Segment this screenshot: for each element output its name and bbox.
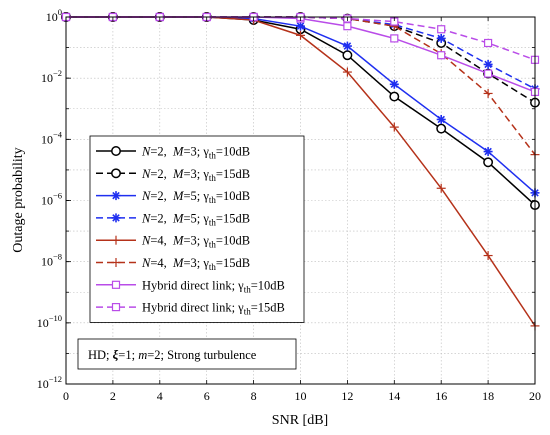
legend-label: Hybrid direct link; γth=10dB [142, 278, 285, 294]
data-point [483, 157, 494, 168]
x-tick-label: 2 [110, 389, 116, 403]
data-point [389, 79, 399, 89]
legend-box [89, 135, 305, 323]
data-point [389, 91, 400, 102]
x-tick-label: 16 [435, 389, 447, 403]
x-tick-label: 8 [251, 389, 257, 403]
x-tick-label: 12 [341, 389, 353, 403]
legend-entry: N=4, M=3; γth=15dB [96, 256, 250, 272]
y-tick-label: 10−2 [41, 68, 62, 85]
legend-marker [111, 168, 121, 179]
x-tick-label: 4 [157, 389, 163, 403]
data-point [483, 59, 493, 69]
legend-marker [111, 235, 121, 245]
legend-label: N=2, M=3; γth=15dB [141, 167, 250, 183]
x-tick-label: 10 [295, 389, 307, 403]
y-axis-label: Outage probability [11, 147, 26, 252]
axis-ticks: 0 2 4 6 8 10 12 14 16 18 20 100 10−2 10−4 10−6 10−8 10−1… [37, 7, 541, 403]
data-point [296, 21, 305, 31]
legend-label: N=2, M=5; γth=15dB [141, 211, 250, 227]
legend-entry: N=2, M=3; γth=15dB [96, 167, 250, 183]
data-point [296, 30, 305, 40]
data-point [483, 88, 493, 98]
y-tick-label: 10−8 [41, 252, 62, 269]
legend: N=2, M=3; γth=10dB N=2, M=3; γth=15dB N=2,… [89, 135, 305, 323]
data-point [342, 41, 352, 51]
y-tick-label: 10−4 [41, 129, 63, 146]
annotation-frame [77, 338, 297, 370]
data-point [436, 114, 446, 124]
data-point [342, 50, 353, 61]
legend-label: N=2, M=3; γth=10dB [141, 145, 250, 161]
data-point [484, 38, 493, 48]
data-point [437, 51, 446, 60]
legend-label: N=2, M=5; γth=10dB [141, 189, 250, 205]
data-point [483, 251, 493, 261]
legend-marker [111, 280, 121, 289]
annotation-box: HD; ξ=1; m=2; Strong turbulence [77, 338, 297, 370]
y-tick-label: 10−12 [37, 374, 62, 391]
y-tick-label: 10−6 [41, 191, 62, 208]
data-point [437, 25, 446, 34]
legend-entry: Hybrid direct link; γth=15dB [96, 301, 285, 317]
annotation-text: HD; ξ=1; m=2; Strong turbulence [88, 348, 257, 362]
data-point [436, 33, 446, 43]
x-tick-label: 14 [388, 389, 400, 403]
legend-entry: N=2, M=5; γth=10dB [96, 189, 250, 205]
legend-entry: N=2, M=5; γth=15dB [96, 211, 250, 227]
data-point [342, 67, 352, 77]
y-tick-label: 100 [46, 7, 62, 24]
data-point [390, 34, 399, 43]
legend-marker [111, 213, 121, 223]
legend-marker [111, 303, 121, 312]
x-tick-label: 20 [529, 389, 541, 403]
x-tick-label: 6 [204, 389, 210, 403]
legend-label: Hybrid direct link; γth=15dB [142, 301, 285, 317]
legend-marker [111, 258, 121, 267]
x-tick-label: 0 [63, 389, 69, 403]
data-point [436, 183, 446, 193]
data-point [436, 123, 447, 134]
legend-label: N=4, M=3; γth=15dB [141, 256, 250, 272]
legend-entry: N=4, M=3; γth=10dB [96, 234, 250, 250]
legend-entry: Hybrid direct link; γth=10dB [96, 278, 285, 294]
legend-marker [111, 191, 121, 201]
legend-entry: N=2, M=3; γth=10dB [96, 145, 250, 161]
data-point [389, 122, 399, 132]
data-point [343, 22, 352, 31]
legend-label: N=4, M=3; γth=10dB [141, 234, 250, 250]
x-tick-label: 18 [482, 389, 494, 403]
legend-marker [111, 146, 121, 156]
data-point [483, 147, 493, 157]
x-axis-label: SNR [dB] [272, 413, 328, 428]
data-point [484, 69, 493, 78]
y-tick-label: 10−10 [37, 313, 62, 330]
